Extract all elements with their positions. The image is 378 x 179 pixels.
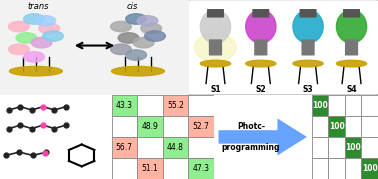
Bar — [312, 137, 328, 158]
Text: 47.3: 47.3 — [192, 164, 209, 173]
Bar — [312, 95, 328, 116]
Ellipse shape — [293, 60, 323, 67]
Circle shape — [133, 37, 154, 48]
Bar — [361, 137, 378, 158]
Text: 52.7: 52.7 — [192, 122, 209, 131]
Bar — [312, 116, 328, 137]
Bar — [345, 95, 361, 116]
Text: 48.9: 48.9 — [141, 122, 158, 131]
Circle shape — [111, 21, 132, 32]
Ellipse shape — [246, 10, 276, 43]
Circle shape — [141, 23, 162, 34]
Text: 100: 100 — [312, 101, 328, 110]
Text: S2: S2 — [256, 85, 266, 94]
Circle shape — [23, 52, 44, 62]
FancyBboxPatch shape — [299, 9, 316, 18]
Text: cis: cis — [127, 2, 138, 11]
Bar — [361, 158, 378, 179]
Bar — [112, 95, 137, 116]
Text: S3: S3 — [303, 85, 313, 94]
Circle shape — [42, 31, 63, 41]
Ellipse shape — [112, 66, 164, 76]
Bar — [188, 158, 214, 179]
Bar — [137, 116, 163, 137]
Bar — [163, 95, 188, 116]
Bar — [112, 158, 137, 179]
Text: 56.7: 56.7 — [116, 143, 133, 152]
Bar — [163, 137, 188, 158]
Ellipse shape — [9, 66, 62, 76]
Bar — [361, 95, 378, 116]
FancyBboxPatch shape — [185, 0, 378, 96]
Bar — [328, 158, 345, 179]
Bar — [137, 95, 163, 116]
Bar — [361, 116, 378, 137]
FancyBboxPatch shape — [345, 39, 358, 55]
Text: 100: 100 — [362, 164, 378, 173]
Circle shape — [137, 16, 158, 26]
Text: 44.8: 44.8 — [167, 143, 184, 152]
Bar — [345, 116, 361, 137]
Bar — [328, 116, 345, 137]
Polygon shape — [218, 118, 307, 155]
Ellipse shape — [200, 60, 231, 67]
Text: 55.2: 55.2 — [167, 101, 184, 110]
Text: Photc-: Photc- — [237, 122, 265, 131]
Text: 100: 100 — [329, 122, 344, 131]
Ellipse shape — [246, 60, 276, 67]
Ellipse shape — [200, 10, 231, 43]
Circle shape — [111, 44, 132, 55]
Circle shape — [31, 37, 52, 48]
Circle shape — [9, 44, 29, 55]
Text: trans: trans — [27, 2, 48, 11]
FancyBboxPatch shape — [301, 39, 314, 55]
Bar — [328, 95, 345, 116]
Bar — [312, 158, 328, 179]
Text: 43.3: 43.3 — [116, 101, 133, 110]
FancyBboxPatch shape — [207, 9, 224, 18]
Ellipse shape — [336, 60, 367, 67]
Bar — [188, 137, 214, 158]
FancyBboxPatch shape — [0, 0, 193, 96]
Bar — [163, 158, 188, 179]
Ellipse shape — [336, 10, 367, 43]
Circle shape — [144, 31, 166, 41]
Text: 100: 100 — [345, 143, 361, 152]
Circle shape — [23, 14, 44, 24]
Circle shape — [35, 16, 56, 26]
FancyBboxPatch shape — [253, 9, 269, 18]
Bar — [112, 137, 137, 158]
Bar — [163, 116, 188, 137]
Circle shape — [125, 50, 146, 60]
Bar — [188, 116, 214, 137]
Text: 51.1: 51.1 — [141, 164, 158, 173]
Bar — [345, 137, 361, 158]
Bar — [112, 116, 137, 137]
FancyBboxPatch shape — [209, 39, 222, 55]
Bar — [137, 137, 163, 158]
Bar — [328, 137, 345, 158]
Text: S1: S1 — [210, 85, 221, 94]
Bar — [345, 158, 361, 179]
Circle shape — [16, 33, 37, 43]
Bar — [188, 95, 214, 116]
Bar — [137, 158, 163, 179]
Ellipse shape — [195, 33, 236, 62]
FancyBboxPatch shape — [343, 9, 360, 18]
FancyBboxPatch shape — [254, 39, 268, 55]
Circle shape — [125, 14, 146, 24]
Ellipse shape — [293, 10, 323, 43]
Circle shape — [9, 21, 29, 32]
Circle shape — [39, 23, 59, 34]
Text: programming: programming — [222, 143, 280, 152]
Circle shape — [118, 33, 139, 43]
Text: S4: S4 — [346, 85, 357, 94]
